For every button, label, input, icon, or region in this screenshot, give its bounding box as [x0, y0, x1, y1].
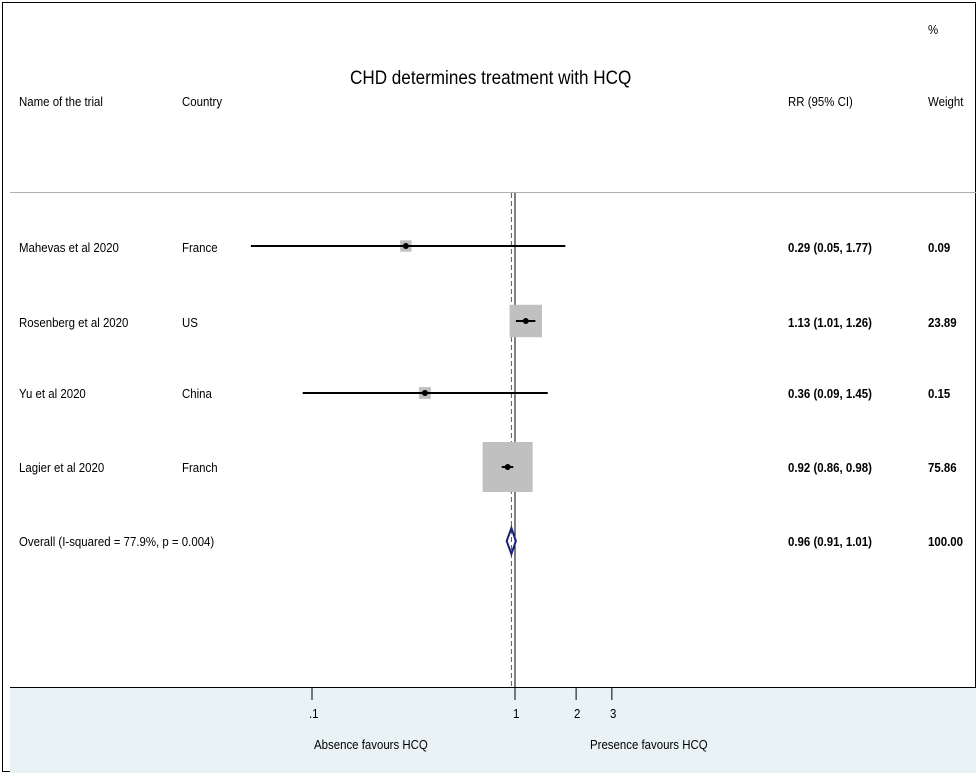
overall-diamond — [505, 524, 517, 558]
study-weight: 0.15 — [928, 386, 951, 401]
study-rr-ci: 0.36 (0.09, 1.45) — [788, 386, 872, 401]
overall-label: Overall (I-squared = 77.9%, p = 0.004) — [19, 534, 215, 549]
point-estimate — [421, 390, 428, 396]
study-name: Rosenberg et al 2020 — [19, 315, 129, 330]
col-header-rr: RR (95% CI) — [788, 94, 853, 109]
col-header-country: Country — [182, 94, 223, 109]
study-country: China — [182, 386, 212, 401]
point-estimate — [504, 464, 511, 470]
x-label-right: Presence favours HCQ — [590, 737, 708, 752]
col-header-weight: Weight — [928, 94, 964, 109]
x-tick-label: 3 — [610, 706, 617, 721]
header-divider — [10, 192, 976, 193]
x-label-left: Absence favours HCQ — [314, 737, 428, 752]
study-name: Mahevas et al 2020 — [19, 240, 119, 255]
study-weight: 0.09 — [928, 240, 951, 255]
x-tick-label: 1 — [513, 706, 520, 721]
axis-divider — [10, 687, 976, 688]
study-country: France — [182, 240, 218, 255]
col-header-trial: Name of the trial — [19, 94, 103, 109]
point-estimate — [522, 318, 529, 324]
col-header-weight-top: % — [928, 22, 939, 37]
study-country: Franch — [182, 460, 218, 475]
overall-rr-ci: 0.96 (0.91, 1.01) — [788, 534, 872, 549]
study-rr-ci: 0.29 (0.05, 1.77) — [788, 240, 872, 255]
point-estimate — [402, 243, 409, 249]
study-name: Yu et al 2020 — [19, 386, 86, 401]
axis-band — [10, 687, 976, 773]
chart-title: CHD determines treatment with HCQ — [350, 68, 632, 89]
study-rr-ci: 1.13 (1.01, 1.26) — [788, 315, 872, 330]
study-name: Lagier et al 2020 — [19, 460, 105, 475]
study-country: US — [182, 315, 198, 330]
x-tick-label: .1 — [309, 706, 319, 721]
study-weight: 23.89 — [928, 315, 957, 330]
study-rr-ci: 0.92 (0.86, 0.98) — [788, 460, 872, 475]
study-weight: 75.86 — [928, 460, 957, 475]
x-tick-label: 2 — [574, 706, 581, 721]
overall-weight: 100.00 — [928, 534, 963, 549]
